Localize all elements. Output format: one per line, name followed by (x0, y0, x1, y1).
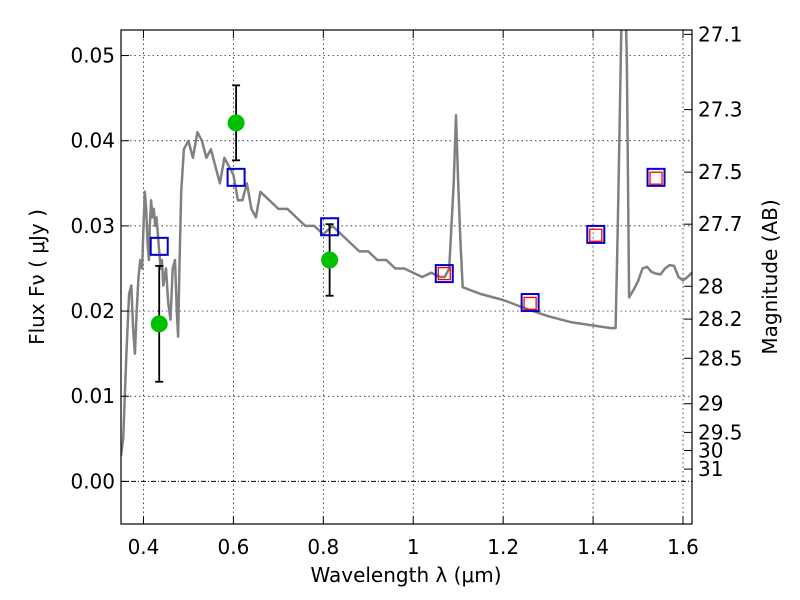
model-photometry-square (586, 224, 606, 244)
constraint-square (649, 171, 663, 185)
constraint-square (523, 296, 537, 311)
model-photometry-square (149, 236, 169, 256)
y-tick-label: 0.04 (70, 129, 115, 153)
x-tick-label: 0.8 (307, 535, 339, 559)
plot-area (121, 30, 692, 457)
mag-tick-label: 27.3 (698, 98, 743, 122)
y2-axis-title: Magnitude (AB) (758, 199, 782, 354)
mag-tick-label: 28 (698, 274, 723, 298)
mag-tick-label: 27.1 (698, 22, 743, 46)
model-photometry-square (646, 167, 666, 187)
model-photometry-square (520, 293, 540, 313)
model-photometry-square (434, 264, 454, 284)
mag-tick-label: 27.7 (698, 212, 743, 236)
plot-frame (120, 29, 693, 525)
x-tick-label: 1 (407, 535, 420, 559)
mag-tick-label: 28.5 (698, 346, 743, 370)
model-photometry-square (226, 167, 246, 187)
mag-tick-label: 29 (698, 392, 723, 416)
y-tick-label: 0.03 (70, 214, 115, 238)
x-tick-label: 1.4 (577, 535, 609, 559)
axis-ticks: 0.4 0.6 0.8 1 1.2 1.4 1.6 0.00 0.01 0.02 0.03 0.04 0… (70, 22, 742, 559)
observed-point (227, 114, 245, 132)
mag-tick-label: 27.5 (698, 160, 743, 184)
mag-tick-label: 30 (698, 438, 723, 462)
mag-tick-label: 31 (698, 457, 723, 481)
x-tick-label: 1.2 (487, 535, 519, 559)
observed-point (321, 251, 339, 269)
observed-point (150, 315, 168, 333)
constraint-square (589, 228, 603, 242)
sed-model-line (121, 30, 692, 457)
x-tick-label: 1.6 (667, 535, 699, 559)
x-axis-title: Wavelength λ (μm) (310, 563, 501, 587)
mag-tick-label: 29.5 (698, 420, 743, 444)
grid-lines (121, 30, 692, 524)
y-axis-title: Flux Fν ( μJy ) (25, 209, 49, 345)
y-tick-label: 0.00 (70, 469, 115, 493)
y-tick-label: 0.05 (70, 44, 115, 68)
constraint-square (437, 266, 451, 281)
x-tick-label: 0.6 (217, 535, 249, 559)
mag-tick-label: 28.2 (698, 307, 743, 331)
x-tick-label: 0.4 (128, 535, 160, 559)
y-tick-label: 0.02 (70, 299, 115, 323)
y-tick-label: 0.01 (70, 384, 115, 408)
model-photometry-square (320, 217, 340, 237)
